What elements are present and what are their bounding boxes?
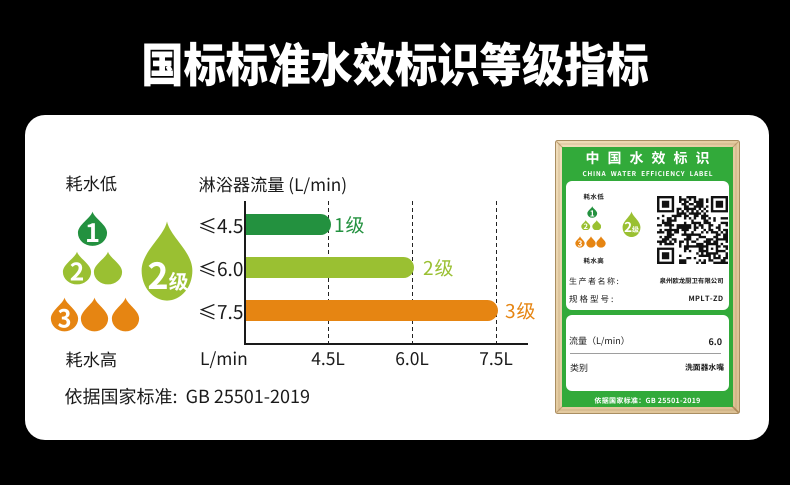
- svg-text:2: 2: [584, 221, 589, 230]
- svg-text:3: 3: [57, 300, 71, 332]
- svg-text:2: 2: [69, 254, 84, 285]
- svg-text:1: 1: [85, 213, 100, 246]
- svg-text:1: 1: [590, 207, 595, 218]
- svg-text:3: 3: [577, 238, 582, 248]
